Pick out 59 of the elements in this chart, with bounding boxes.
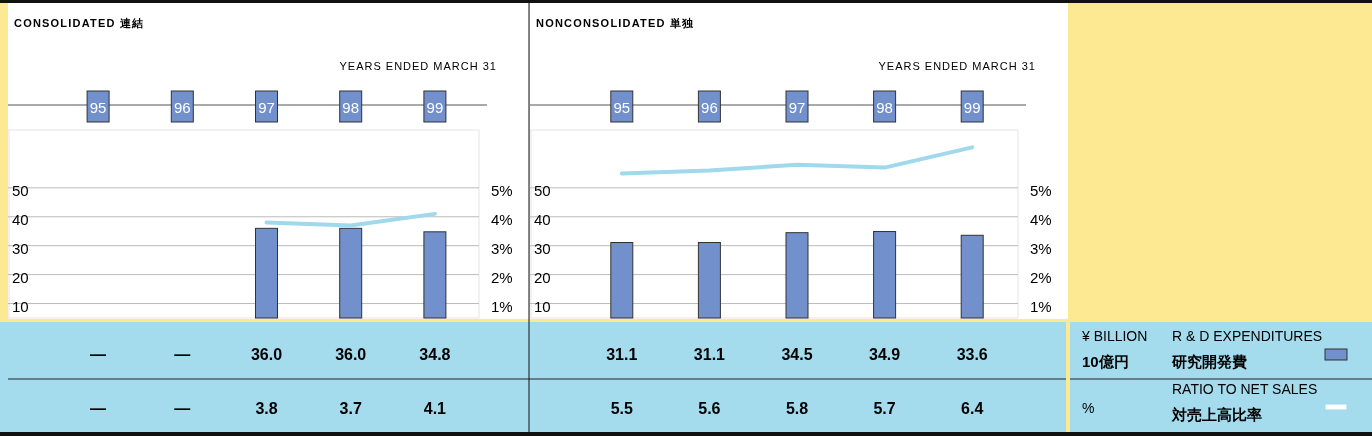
x-tick-label: 96 — [701, 99, 718, 116]
data-label: 5.7 — [873, 400, 896, 417]
data-label: 34.5 — [781, 346, 813, 363]
chart-title: CONSOLIDATED 連結 — [14, 17, 145, 29]
text: — — [174, 400, 191, 417]
legend-label: R & D EXPENDITURES 研究開発費 — [1171, 328, 1323, 370]
text: — — [90, 400, 107, 417]
y2-tick-label: 5% — [1030, 181, 1052, 199]
y-tick-label: 30 — [534, 239, 551, 257]
data-label: 6.4 — [961, 400, 984, 417]
data-label: 5.6 — [698, 400, 721, 417]
y2-tick-label: 5% — [491, 181, 513, 199]
data-label: 3.7 — [339, 400, 362, 417]
y-tick-label: 20 — [534, 268, 551, 286]
y2-tick-label: 2% — [1030, 268, 1052, 286]
text: — — [90, 346, 107, 363]
text: — — [174, 346, 191, 363]
y-tick-label: 50 — [12, 181, 29, 199]
data-label: 36.0 — [250, 346, 283, 363]
data-label: 34.9 — [869, 346, 901, 363]
y2-tick-label: 4% — [491, 210, 513, 228]
x-tick-label: 99 — [963, 99, 981, 116]
y2-tick-label: 3% — [491, 239, 513, 257]
y-tick-label: 20 — [12, 268, 29, 286]
data-label: 5.5 — [610, 400, 634, 417]
x-tick-label: 95 — [613, 99, 631, 116]
y2-tick-label: 2% — [491, 268, 513, 286]
chart-subtitle: YEARS ENDED MARCH 31 — [878, 60, 1036, 72]
data-label: 36.0 — [335, 346, 367, 363]
x-tick-label: 97 — [788, 99, 806, 116]
y2-tick-label: 3% — [1030, 239, 1052, 257]
data-label: 34.8 — [419, 346, 451, 363]
chart-title: NONCONSOLIDATED 単独 — [536, 17, 695, 29]
y-tick-label: 50 — [534, 181, 551, 199]
data-label: 31.1 — [606, 346, 638, 363]
y-tick-label: 10 — [12, 297, 29, 315]
y-tick-label: 10 — [534, 297, 551, 315]
y-tick-label: 30 — [12, 239, 29, 257]
x-tick-label: 97 — [258, 99, 275, 116]
data-label: 31.1 — [693, 346, 726, 363]
y2-tick-label: 4% — [1030, 210, 1052, 228]
y2-tick-label: 1% — [1030, 297, 1052, 315]
legend-label: RATIO TO NET SALES 対売上高比率 — [1171, 381, 1318, 423]
x-tick-label: 98 — [876, 99, 893, 116]
data-label: 33.6 — [956, 346, 988, 363]
y-tick-label: 40 — [534, 210, 551, 228]
text: % — [1082, 400, 1095, 416]
x-tick-label: 98 — [342, 99, 360, 116]
x-tick-label: 96 — [173, 99, 191, 116]
y-tick-label: 40 — [12, 210, 29, 228]
chart-subtitle: YEARS ENDED MARCH 31 — [339, 60, 497, 72]
line-series — [619, 145, 975, 176]
data-label: 3.8 — [255, 400, 278, 417]
x-tick-label: 99 — [426, 99, 444, 116]
y2-tick-label: 1% — [491, 297, 513, 315]
text: ¥ BILLION 10億円 — [1082, 328, 1148, 370]
data-label: 5.8 — [785, 400, 809, 417]
x-tick-label: 95 — [89, 99, 107, 116]
data-label: 4.1 — [423, 400, 447, 417]
